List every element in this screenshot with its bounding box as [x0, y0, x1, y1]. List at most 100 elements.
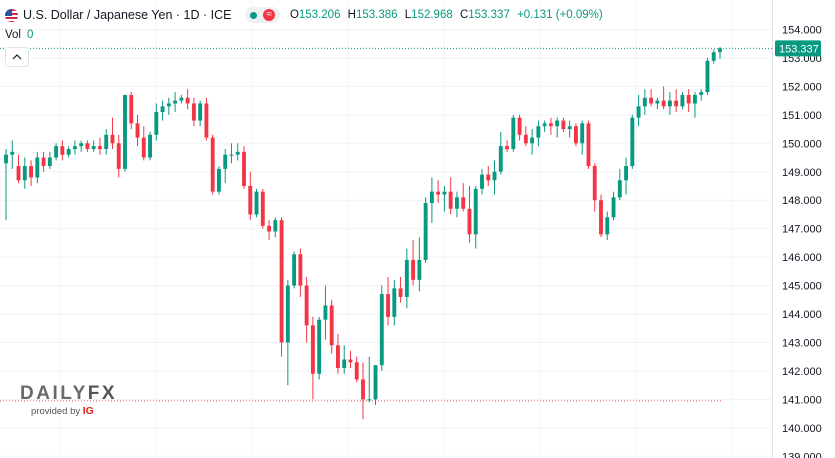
candle-body: [467, 208, 472, 235]
candle-body: [429, 191, 434, 204]
legend-header: U.S. Dollar / Japanese Yen · 1D · ICE ≈ …: [5, 5, 607, 25]
brand-text: DAILY: [20, 383, 88, 404]
candle-body: [667, 100, 672, 107]
candle-body: [248, 185, 253, 215]
candle-body: [91, 146, 96, 149]
candle-body: [605, 217, 610, 235]
candle-body: [223, 154, 228, 169]
last-price-badge: [775, 40, 821, 57]
candle-body: [367, 399, 372, 401]
candle-body: [154, 112, 159, 135]
candle-body: [517, 117, 522, 135]
y-tick-label: 152.000: [782, 81, 822, 93]
candle-body: [699, 92, 704, 95]
candle-body: [135, 123, 140, 138]
candle-body: [436, 191, 441, 195]
candle-body: [285, 285, 290, 343]
candle-body: [536, 126, 541, 138]
candle-body: [66, 148, 71, 155]
volume-legend: Vol 0: [5, 29, 33, 41]
candle-body: [141, 137, 146, 158]
candle-body: [411, 259, 416, 280]
candle-body: [574, 126, 578, 144]
candle-body: [317, 319, 322, 374]
candle-body: [129, 94, 134, 124]
y-tick-label: 139.000: [782, 451, 822, 458]
symbol-title[interactable]: U.S. Dollar / Japanese Yen · 1D · ICE: [23, 8, 232, 22]
candle-body: [530, 137, 535, 144]
candle-body: [392, 288, 397, 317]
y-tick-label: 154.000: [782, 25, 822, 37]
candle-body: [548, 123, 553, 127]
candle-body: [254, 191, 259, 215]
provider-text: IG: [82, 405, 94, 417]
y-tick-label: 142.000: [782, 366, 822, 378]
candle-body: [705, 60, 710, 93]
brand-wordmark: DAILYFX: [20, 384, 117, 404]
candle-body: [473, 188, 478, 235]
candle-body: [336, 345, 340, 369]
candle-body: [661, 100, 666, 107]
candle-body: [29, 166, 33, 178]
y-tick-label: 145.000: [782, 281, 822, 293]
candle-body: [323, 305, 328, 320]
candle-body: [116, 143, 121, 169]
candle-body: [191, 103, 196, 121]
candle-body: [617, 180, 622, 198]
y-tick-label: 144.000: [782, 309, 822, 321]
candle-body: [10, 151, 15, 155]
candle-body: [523, 134, 528, 144]
candle-body: [279, 220, 284, 343]
y-tick-label: 143.000: [782, 337, 822, 349]
high-value: 153.386: [355, 9, 398, 21]
candle-body: [354, 362, 359, 380]
y-tick-label: 153.000: [782, 53, 822, 65]
candle-body: [235, 151, 240, 155]
candle-body: [304, 285, 309, 326]
candle-body: [599, 200, 603, 235]
candle-body: [60, 146, 65, 155]
change-value: +0.131 (+0.09%): [517, 9, 603, 21]
candle-body: [511, 117, 516, 149]
candle-body: [85, 143, 90, 149]
collapse-legend-button[interactable]: [5, 47, 29, 67]
candle-body: [204, 103, 209, 138]
candle-body: [498, 146, 503, 172]
y-tick-label: 140.000: [782, 423, 822, 435]
candle-body: [567, 126, 572, 130]
candle-body: [655, 100, 660, 104]
market-status-pill[interactable]: ≈: [245, 7, 280, 23]
candle-body: [148, 134, 152, 158]
candle-body: [166, 103, 171, 107]
candle-body: [110, 134, 115, 144]
high-key: H: [347, 9, 356, 21]
candle-body: [636, 106, 641, 118]
candle-body: [160, 106, 165, 113]
candle-body: [586, 123, 591, 167]
candle-body: [555, 120, 560, 127]
close-key: C: [459, 9, 469, 21]
candle-body: [35, 157, 40, 178]
candle-body: [486, 174, 491, 181]
y-tick-label: 148.000: [782, 195, 822, 207]
candle-body: [210, 137, 215, 192]
candle-body: [630, 117, 635, 167]
candle-body: [580, 123, 585, 144]
low-key: L: [404, 9, 412, 21]
candle-body: [442, 191, 447, 195]
candle-body: [711, 52, 716, 61]
candle-body: [79, 143, 84, 147]
candle-body: [41, 157, 46, 167]
candle-body: [542, 123, 547, 127]
market-open-dot-icon: [250, 11, 258, 19]
candle-body: [54, 146, 59, 158]
dailyfx-logo: DAILYFX provided by IG: [20, 384, 117, 418]
candle-body: [674, 100, 679, 107]
candle-body: [561, 120, 566, 130]
candle-body: [47, 157, 52, 167]
candle-body: [386, 294, 390, 317]
close-value: 153.337: [468, 9, 510, 21]
candle-body: [267, 225, 271, 232]
